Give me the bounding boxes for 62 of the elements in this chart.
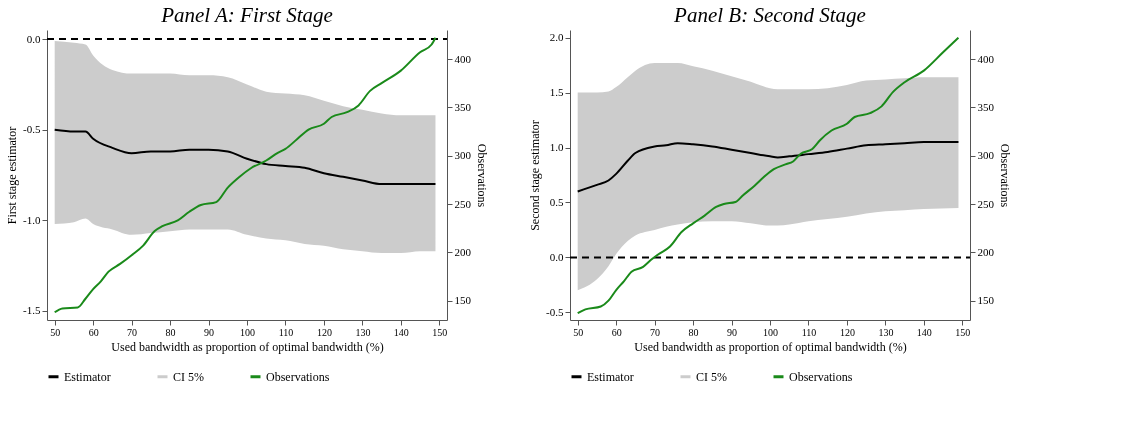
y-tick-label: -0.5 — [546, 305, 564, 318]
y2-tick-label: 150 — [977, 294, 995, 307]
y-tick-label: 1.0 — [549, 141, 564, 154]
x-tick-label: 100 — [763, 326, 778, 338]
x-axis-title: Used bandwidth as proportion of optimal bandwidth (%) — [111, 339, 384, 354]
line-series — [53, 36, 437, 314]
line-series — [576, 141, 960, 193]
y-axis-title: Second stage estimator — [528, 120, 543, 231]
x-tick-label: 150 — [432, 326, 448, 338]
x-tick-label: 50 — [50, 326, 61, 338]
legend-label: CI 5% — [173, 369, 204, 384]
y2-tick-label: 250 — [454, 197, 472, 210]
y2-axis-title: Observations — [998, 143, 1012, 208]
y-tick-label: -1.0 — [23, 213, 41, 226]
x-tick-label: 100 — [240, 326, 255, 338]
y-tick-label: 0.5 — [549, 195, 564, 208]
legend-label: Observations — [789, 369, 853, 384]
y-tick-label: 1.5 — [549, 86, 564, 99]
chart-title: Panel A: First Stage — [160, 3, 333, 27]
x-tick-label: 130 — [878, 326, 894, 338]
y2-tick-label: 300 — [977, 149, 995, 162]
x-tick-label: 140 — [393, 326, 409, 338]
y2-tick-label: 350 — [454, 100, 472, 113]
x-tick-label: 70 — [650, 326, 661, 338]
y2-tick-label: 400 — [977, 52, 995, 65]
legend-label: Estimator — [64, 369, 111, 384]
x-tick-label: 60 — [611, 326, 622, 338]
y2-tick-label: 250 — [977, 197, 995, 210]
x-tick-label: 90 — [204, 326, 215, 338]
y2-tick-label: 350 — [977, 100, 995, 113]
y2-tick-label: 200 — [454, 245, 472, 258]
y-tick-label: -0.5 — [23, 123, 41, 136]
y2-tick-label: 400 — [454, 52, 472, 65]
legend-label: CI 5% — [696, 369, 727, 384]
legend-label: Estimator — [587, 369, 634, 384]
y2-tick-label: 300 — [454, 149, 472, 162]
x-tick-label: 110 — [801, 326, 817, 338]
y-tick-label: -1.5 — [23, 304, 41, 317]
line-series — [576, 36, 960, 315]
legend-label: Observations — [266, 369, 330, 384]
line-series — [53, 128, 437, 186]
x-axis-title: Used bandwidth as proportion of optimal bandwidth (%) — [634, 339, 907, 354]
chart-title: Panel B: Second Stage — [673, 3, 866, 27]
x-tick-label: 120 — [839, 326, 855, 338]
x-tick-label: 120 — [316, 326, 332, 338]
x-tick-label: 50 — [573, 326, 584, 338]
x-tick-label: 90 — [727, 326, 738, 338]
y-tick-label: 2.0 — [549, 31, 564, 44]
y2-tick-label: 200 — [977, 245, 995, 258]
y-tick-label: 0.0 — [549, 250, 564, 263]
x-tick-label: 140 — [916, 326, 932, 338]
x-tick-label: 80 — [688, 326, 699, 338]
x-tick-label: 150 — [955, 326, 971, 338]
y2-axis-title: Observations — [475, 143, 489, 208]
y-tick-label: 0.0 — [26, 32, 41, 45]
y2-tick-label: 150 — [454, 294, 472, 307]
x-tick-label: 80 — [165, 326, 176, 338]
x-tick-label: 130 — [355, 326, 371, 338]
x-tick-label: 110 — [278, 326, 294, 338]
x-tick-label: 70 — [127, 326, 138, 338]
y-axis-title: First stage estimator — [5, 126, 20, 225]
x-tick-label: 60 — [88, 326, 99, 338]
